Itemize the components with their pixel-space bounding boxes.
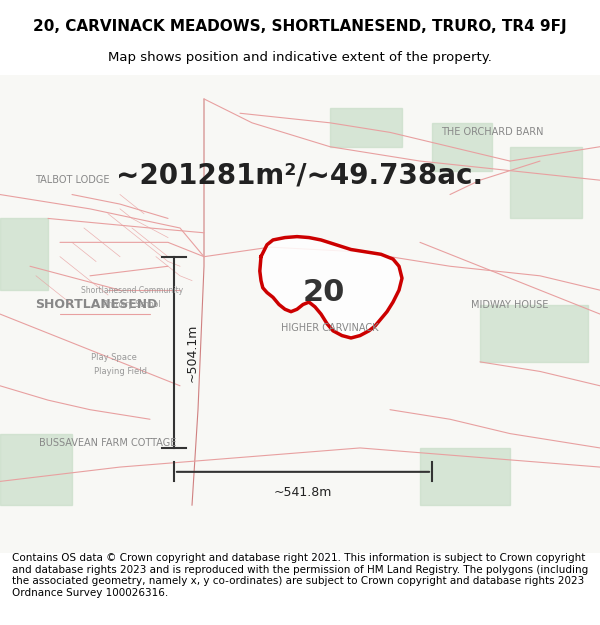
Text: Primary School: Primary School [103,300,161,309]
Text: Playing Field: Playing Field [94,367,146,376]
Bar [0,434,72,505]
Bar [330,109,402,147]
Bar [510,147,582,218]
Text: Play Space: Play Space [91,352,137,362]
Polygon shape [260,237,402,338]
Text: BUSSAVEAN FARM COTTAGE: BUSSAVEAN FARM COTTAGE [40,438,176,448]
Text: TALBOT LODGE: TALBOT LODGE [35,175,109,185]
Text: Map shows position and indicative extent of the property.: Map shows position and indicative extent… [108,51,492,64]
Bar [480,304,588,362]
Text: ~504.1m: ~504.1m [186,323,199,381]
Text: ~541.8m: ~541.8m [274,486,332,499]
Text: HIGHER CARVINACK: HIGHER CARVINACK [281,323,379,333]
Text: 20: 20 [303,278,345,307]
Bar [420,448,510,505]
Bar [0,218,48,290]
Text: 20, CARVINACK MEADOWS, SHORTLANESEND, TRURO, TR4 9FJ: 20, CARVINACK MEADOWS, SHORTLANESEND, TR… [33,19,567,34]
Text: Contains OS data © Crown copyright and database right 2021. This information is : Contains OS data © Crown copyright and d… [12,553,588,598]
Text: MIDWAY HOUSE: MIDWAY HOUSE [472,299,548,309]
Bar [432,122,492,171]
Text: Shortlanesend Community: Shortlanesend Community [81,286,183,294]
Text: SHORTLANESEND: SHORTLANESEND [35,298,157,311]
Text: ~201281m²/~49.738ac.: ~201281m²/~49.738ac. [116,161,484,189]
Text: THE ORCHARD BARN: THE ORCHARD BARN [441,127,543,138]
